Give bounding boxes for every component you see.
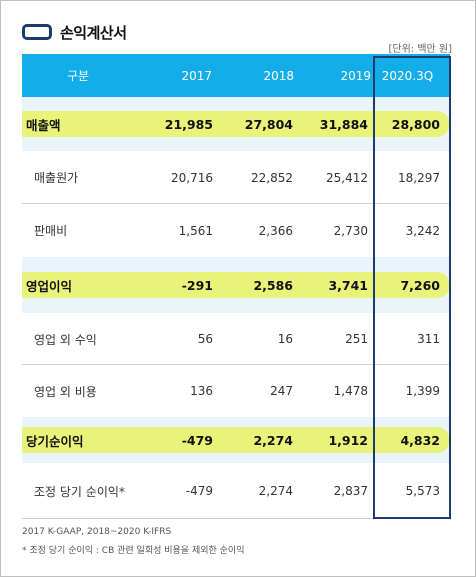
row-divider [22, 518, 450, 519]
row-label: 판매비 [34, 224, 68, 238]
table-cell: 4,832 [400, 432, 440, 448]
table-cell: 7,260 [400, 277, 440, 293]
table-cell: 2,730 [333, 223, 368, 238]
row-divider [22, 364, 450, 365]
table-header-row: 구분 2017 2018 2019 2020.3Q [22, 54, 450, 97]
table-row-cost-of-sales: 매출원가 20,716 22,852 25,412 18,297 [22, 151, 450, 204]
table-cell: 2,274 [258, 484, 293, 498]
table-cell: 27,804 [244, 116, 293, 132]
row-label: 당기순이익 [26, 433, 84, 449]
page-title: 손익계산서 [60, 23, 127, 42]
table-cell: 25,412 [326, 170, 368, 185]
table-row-sga: 판매비 1,561 2,366 2,730 3,242 [22, 204, 450, 257]
table-row-operating-income: 영업이익 -291 2,586 3,741 7,260 [22, 257, 450, 313]
row-label: 매출원가 [34, 171, 79, 185]
2020q3-column-box [373, 56, 451, 519]
table-cell: 18,297 [398, 170, 440, 185]
table-cell: 136 [190, 384, 213, 398]
table-cell: 251 [345, 332, 368, 346]
row-label: 영업이익 [26, 278, 73, 294]
table-row-adjusted-net-income: 조정 당기 순이익* -479 2,274 2,837 5,573 [22, 463, 450, 519]
table-cell: 21,985 [164, 116, 213, 132]
column-header: 2018 [263, 68, 294, 83]
row-label: 조정 당기 순이익* [34, 484, 125, 499]
table-cell: 2,366 [258, 223, 293, 238]
row-label: 영업 외 수익 [34, 332, 97, 347]
row-highlight [22, 272, 450, 298]
table-cell: -291 [181, 277, 213, 293]
table-cell: 1,478 [333, 384, 368, 398]
column-header: 2020.3Q [381, 68, 434, 83]
row-label: 영업 외 비용 [34, 384, 97, 399]
table-cell: 28,800 [391, 116, 440, 132]
row-highlight [22, 427, 450, 453]
column-header: 2017 [181, 68, 212, 83]
table-cell: 311 [417, 332, 440, 346]
footnote-accounting: 2017 K-GAAP, 2018~2020 K-IFRS [22, 527, 172, 537]
table-cell: 2,274 [253, 432, 293, 448]
table-cell: -479 [181, 432, 213, 448]
row-label: 매출액 [26, 117, 61, 133]
table-row-non-operating-expense: 영업 외 비용 136 247 1,478 1,399 [22, 365, 450, 417]
table-cell: 16 [277, 332, 293, 346]
column-header: 2019 [340, 68, 371, 83]
row-highlight [22, 111, 450, 137]
table-cell: 3,741 [328, 277, 368, 293]
title-row: 손익계산서 [22, 20, 127, 44]
table-cell: 1,912 [328, 432, 368, 448]
table-cell: 1,399 [405, 384, 440, 398]
table-cell: 3,242 [405, 223, 440, 238]
table-cell: 5,573 [405, 484, 440, 498]
table-row-revenue: 매출액 21,985 27,804 31,884 28,800 [22, 97, 450, 151]
unit-label: [단위: 백만 원] [388, 44, 452, 55]
table-row-non-operating-income: 영업 외 수익 56 16 251 311 [22, 313, 450, 365]
row-divider [22, 203, 450, 204]
table-cell: 1,561 [178, 223, 213, 238]
table-cell: 2,586 [253, 277, 293, 293]
table-cell: -479 [185, 484, 213, 498]
table-row-net-income: 당기순이익 -479 2,274 1,912 4,832 [22, 417, 450, 463]
footnote-adjusted: * 조정 당기 순이익 : CB 관련 일회성 비용을 제외한 순이익 [22, 546, 245, 556]
rounded-rectangle-icon [22, 24, 52, 40]
table-cell: 22,852 [251, 170, 293, 185]
column-header: 구분 [66, 69, 90, 83]
table-cell: 247 [270, 384, 293, 398]
table-cell: 2,837 [333, 484, 368, 498]
table-cell: 31,884 [319, 116, 368, 132]
table-cell: 56 [197, 332, 213, 346]
table-cell: 20,716 [171, 170, 213, 185]
